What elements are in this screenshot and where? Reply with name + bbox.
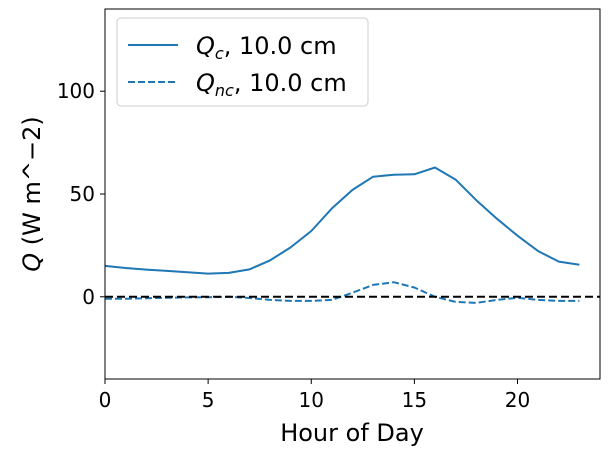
y-axis-label-symbol: Q bbox=[18, 253, 46, 272]
x-tick-label: 20 bbox=[505, 388, 530, 412]
legend-label-qc-subscript: c bbox=[215, 44, 224, 63]
series-layer bbox=[104, 166, 580, 304]
legend-label-qc-symbol: Q bbox=[196, 32, 215, 60]
legend: Qc, 10.0 cm Qnc, 10.0 cm bbox=[116, 17, 369, 107]
ticks-layer: 0 5 10 15 20 0 50 100 bbox=[57, 79, 530, 412]
y-axis-label: Q (W m^−2) bbox=[18, 116, 46, 271]
legend-box bbox=[116, 17, 369, 107]
legend-label-qc: Qc, 10.0 cm bbox=[196, 32, 337, 63]
x-tick-label: 15 bbox=[402, 388, 427, 412]
legend-label-qnc-symbol: Q bbox=[196, 69, 215, 97]
x-axis-label: Hour of Day bbox=[280, 419, 424, 447]
series-line-nc bbox=[105, 281, 580, 304]
legend-label-qnc: Qnc, 10.0 cm bbox=[196, 69, 347, 100]
legend-label-qnc-subscript: nc bbox=[215, 81, 234, 100]
y-tick-label: 0 bbox=[82, 285, 95, 309]
legend-label-qc-suffix: , 10.0 cm bbox=[224, 32, 337, 60]
x-tick-label: 10 bbox=[299, 388, 324, 412]
x-tick-label: 5 bbox=[202, 388, 215, 412]
legend-label-qnc-suffix: , 10.0 cm bbox=[234, 69, 347, 97]
y-axis-label-unit: (W m^−2) bbox=[18, 116, 46, 253]
series-line-c bbox=[104, 166, 580, 275]
y-tick-label: 50 bbox=[70, 182, 95, 206]
x-tick-label: 0 bbox=[99, 388, 112, 412]
y-tick-label: 100 bbox=[57, 79, 95, 103]
